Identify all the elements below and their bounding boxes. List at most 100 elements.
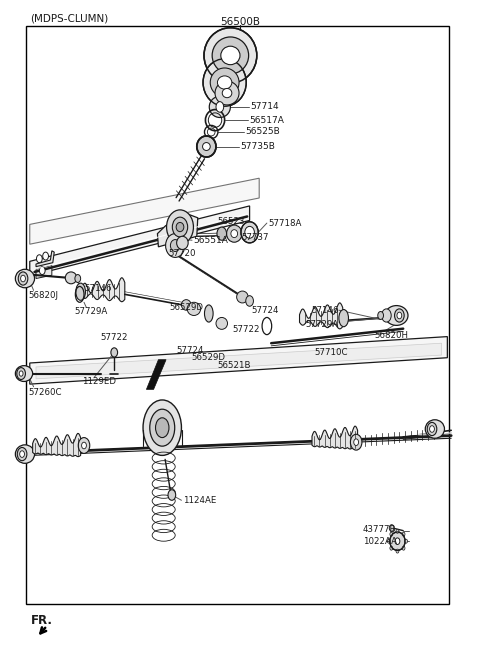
Ellipse shape	[215, 81, 239, 105]
Text: 56529D: 56529D	[169, 303, 203, 312]
Ellipse shape	[156, 418, 169, 438]
Text: 56500B: 56500B	[220, 17, 260, 28]
Polygon shape	[36, 265, 52, 279]
Ellipse shape	[396, 529, 399, 533]
Ellipse shape	[39, 267, 45, 275]
Ellipse shape	[397, 312, 402, 319]
Ellipse shape	[216, 102, 224, 112]
Ellipse shape	[65, 272, 77, 284]
Polygon shape	[157, 214, 198, 247]
Ellipse shape	[350, 434, 362, 450]
Ellipse shape	[15, 366, 33, 381]
Ellipse shape	[390, 546, 393, 550]
Ellipse shape	[425, 420, 444, 438]
Ellipse shape	[17, 447, 27, 461]
Ellipse shape	[18, 272, 28, 285]
Ellipse shape	[389, 525, 394, 531]
Text: 57146: 57146	[312, 306, 339, 315]
Text: 57714: 57714	[250, 102, 279, 112]
Ellipse shape	[168, 490, 176, 500]
Ellipse shape	[402, 546, 405, 550]
Ellipse shape	[170, 240, 180, 251]
Text: 56820J: 56820J	[29, 291, 59, 300]
Text: 57737: 57737	[241, 233, 268, 242]
Text: 56523: 56523	[217, 217, 244, 226]
Ellipse shape	[385, 306, 408, 325]
Ellipse shape	[390, 532, 393, 536]
Ellipse shape	[216, 317, 228, 329]
Ellipse shape	[187, 302, 201, 315]
Text: 57729A: 57729A	[74, 307, 108, 316]
Text: 43777B: 43777B	[363, 525, 396, 534]
Ellipse shape	[390, 532, 405, 550]
Ellipse shape	[21, 275, 25, 282]
Text: 56529D: 56529D	[192, 352, 226, 362]
Polygon shape	[36, 251, 54, 267]
Ellipse shape	[75, 275, 81, 282]
Ellipse shape	[36, 255, 42, 263]
Ellipse shape	[354, 439, 359, 446]
Ellipse shape	[227, 225, 242, 242]
Polygon shape	[36, 343, 442, 379]
Polygon shape	[312, 426, 358, 449]
Ellipse shape	[172, 217, 188, 237]
Text: (MDPS-CLUMN): (MDPS-CLUMN)	[30, 13, 108, 24]
Text: 56551A: 56551A	[193, 236, 228, 245]
Polygon shape	[30, 178, 259, 244]
Ellipse shape	[212, 37, 249, 74]
Ellipse shape	[339, 310, 348, 327]
Ellipse shape	[150, 409, 175, 446]
Text: 56517A: 56517A	[249, 115, 284, 125]
Polygon shape	[33, 434, 81, 457]
Text: 57260C: 57260C	[29, 387, 62, 397]
Ellipse shape	[246, 296, 253, 306]
Ellipse shape	[203, 143, 210, 150]
Text: 56820H: 56820H	[374, 331, 408, 340]
Text: 1129ED: 1129ED	[82, 377, 116, 386]
Ellipse shape	[143, 400, 181, 455]
Ellipse shape	[396, 549, 399, 553]
Ellipse shape	[222, 88, 232, 98]
Ellipse shape	[402, 532, 405, 536]
Ellipse shape	[204, 28, 257, 83]
Ellipse shape	[197, 136, 216, 157]
Ellipse shape	[176, 222, 184, 232]
Polygon shape	[146, 360, 166, 389]
Ellipse shape	[245, 226, 254, 238]
Text: 57718A: 57718A	[268, 218, 302, 228]
Ellipse shape	[221, 46, 240, 65]
Ellipse shape	[166, 234, 185, 257]
Text: 57729A: 57729A	[306, 320, 339, 329]
Ellipse shape	[387, 539, 390, 543]
Ellipse shape	[43, 252, 48, 260]
Ellipse shape	[78, 438, 90, 453]
Ellipse shape	[430, 426, 434, 432]
Ellipse shape	[209, 96, 230, 117]
Ellipse shape	[181, 300, 191, 310]
Text: 57720: 57720	[168, 249, 196, 258]
Ellipse shape	[111, 348, 118, 357]
Ellipse shape	[82, 442, 86, 449]
Ellipse shape	[395, 309, 404, 322]
Ellipse shape	[177, 236, 188, 249]
Text: 1022AA: 1022AA	[363, 537, 397, 546]
Ellipse shape	[203, 59, 246, 106]
Ellipse shape	[217, 227, 227, 240]
Ellipse shape	[241, 222, 258, 243]
Ellipse shape	[405, 539, 408, 543]
Ellipse shape	[17, 368, 25, 380]
Polygon shape	[300, 303, 343, 329]
Polygon shape	[82, 278, 125, 302]
Ellipse shape	[217, 76, 232, 89]
Text: 57722: 57722	[101, 333, 128, 343]
Polygon shape	[30, 206, 250, 276]
Text: 57722: 57722	[233, 325, 260, 335]
Ellipse shape	[378, 312, 384, 319]
Ellipse shape	[210, 68, 239, 97]
Text: 57710C: 57710C	[315, 348, 348, 357]
Polygon shape	[30, 337, 447, 384]
Ellipse shape	[15, 445, 35, 463]
Text: 1124AE: 1124AE	[183, 496, 216, 505]
Ellipse shape	[237, 291, 248, 303]
Ellipse shape	[167, 210, 193, 244]
